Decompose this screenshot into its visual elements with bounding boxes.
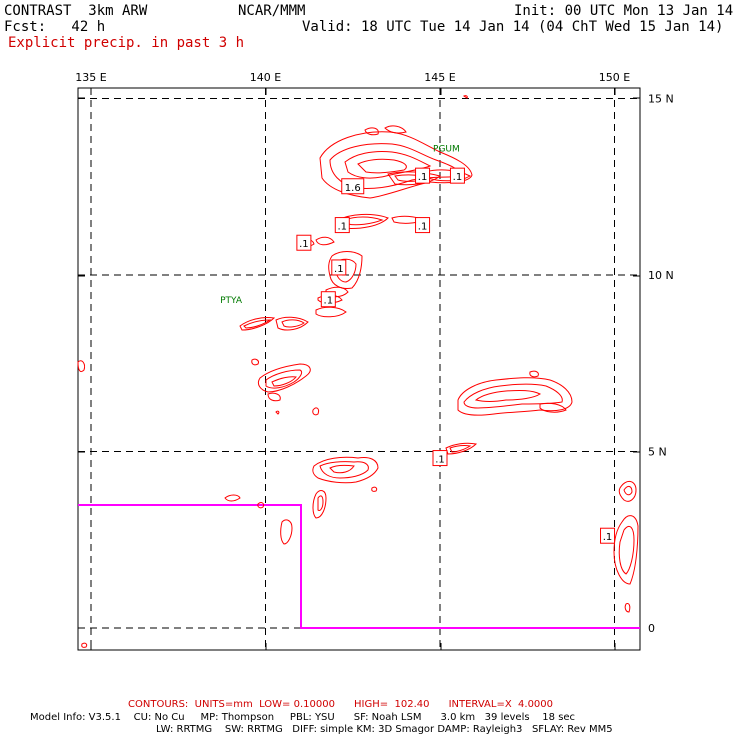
precip-contours xyxy=(77,95,639,648)
model-info-line1: Model Info: V3.5.1 CU: No Cu MP: Thompso… xyxy=(30,712,576,723)
organization-label: NCAR/MMM xyxy=(238,3,306,19)
contour-label: .1 xyxy=(432,450,448,467)
contour-label: .1 xyxy=(334,217,350,234)
lon-label: 150 E xyxy=(599,71,630,84)
valid-time: Valid: 18 UTC Tue 14 Jan 14 (04 ChT Wed … xyxy=(302,19,724,35)
lat-label: 5 N xyxy=(648,446,667,459)
lat-lon-grid xyxy=(78,88,640,650)
lat-label: 10 N xyxy=(648,269,674,282)
lon-label: 145 E xyxy=(424,71,455,84)
tick-marks xyxy=(78,88,640,650)
svg-text:.1: .1 xyxy=(418,172,428,183)
contour-label: .1 xyxy=(331,259,347,276)
contour-info: CONTOURS: UNITS=mm LOW= 0.10000 HIGH= 10… xyxy=(128,699,554,710)
forecast-hour: Fcst: 42 h xyxy=(4,19,106,35)
contour-label: .1 xyxy=(415,217,431,234)
map-frame xyxy=(77,87,641,651)
contour-label: .1 xyxy=(449,167,465,184)
station-markers: PTYA PGUM xyxy=(220,144,460,306)
model-info-line2: LW: RRTMG SW: RRTMG DIFF: simple KM: 3D … xyxy=(156,724,613,735)
svg-text:1.6: 1.6 xyxy=(345,183,361,194)
experiment-title: CONTRAST 3km ARW xyxy=(4,3,148,19)
field-title: Explicit precip. in past 3 h xyxy=(8,35,245,51)
init-time: Init: 00 UTC Mon 13 Jan 14 xyxy=(514,3,734,19)
contour-label: 1.6 xyxy=(341,178,365,195)
svg-text:.1: .1 xyxy=(435,455,445,466)
contour-label: .1 xyxy=(320,291,336,308)
longitude-labels: 135 E 140 E 145 E 150 E xyxy=(75,71,630,84)
svg-text:.1: .1 xyxy=(603,532,613,543)
svg-text:.1: .1 xyxy=(453,172,463,183)
svg-text:.1: .1 xyxy=(338,222,348,233)
contour-label: .1 xyxy=(600,527,616,544)
station-label: PTYA xyxy=(220,296,243,306)
domain-boundary xyxy=(78,504,640,629)
contour-label: .1 xyxy=(296,234,312,251)
lat-label: 15 N xyxy=(648,93,674,106)
lon-label: 135 E xyxy=(75,71,106,84)
svg-text:.1: .1 xyxy=(418,222,428,233)
station-label: PGUM xyxy=(433,144,460,154)
contour-label: .1 xyxy=(415,167,431,184)
lon-label: 140 E xyxy=(250,71,281,84)
svg-text:.1: .1 xyxy=(324,296,334,307)
lat-label: 0 xyxy=(648,622,655,635)
contour-value-labels: .1 .1 1.6 .1 .1 .1 .1 .1 .1 .1 xyxy=(296,167,616,544)
latitude-labels: 15 N 10 N 5 N 0 xyxy=(648,93,674,636)
svg-text:.1: .1 xyxy=(299,239,309,250)
svg-text:.1: .1 xyxy=(334,264,344,275)
